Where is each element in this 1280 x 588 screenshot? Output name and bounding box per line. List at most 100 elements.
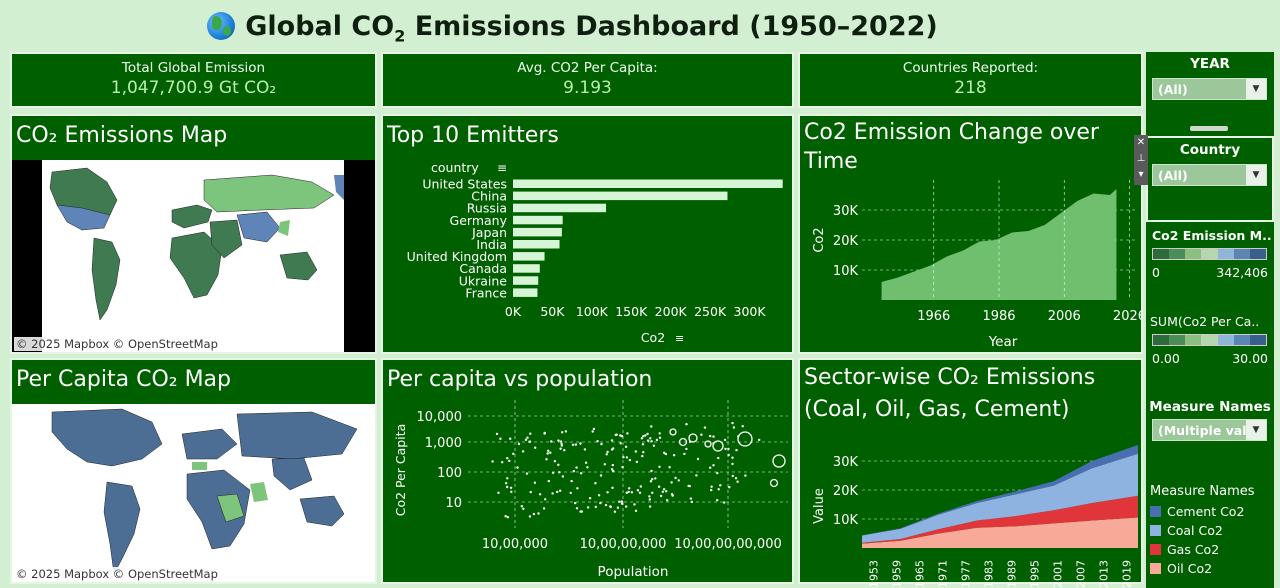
bar xyxy=(513,252,545,261)
scatter-point xyxy=(501,461,504,464)
country-dropdown[interactable]: (All) ▼ xyxy=(1152,164,1267,186)
scatter-point xyxy=(616,506,620,509)
scatter-point xyxy=(575,466,578,469)
bar-category-label: Canada xyxy=(459,261,507,276)
scatter-point xyxy=(669,428,677,436)
scatter-point xyxy=(586,466,589,469)
scatter-point xyxy=(677,479,680,482)
scatter-point xyxy=(610,448,614,451)
scatter-point xyxy=(615,433,618,436)
measure-legend: Cement Co2 Coal Co2 Gas Co2 Oil Co2 xyxy=(1146,500,1274,576)
scatter-point xyxy=(758,438,761,442)
bar xyxy=(513,288,538,297)
scatter-point xyxy=(772,454,786,468)
panel-controls[interactable]: ✕ ⊥ ▾ xyxy=(1134,135,1148,185)
scatter-point xyxy=(619,442,622,445)
scatter-point xyxy=(625,505,628,508)
scatter-point xyxy=(716,499,719,502)
x-tick-label: 10,00,00,00,000 xyxy=(674,537,782,552)
y-tick-label: 20K xyxy=(833,234,859,249)
scatter-point xyxy=(579,510,582,513)
scatter-point xyxy=(648,505,652,508)
scatter-point xyxy=(594,482,597,485)
scatter-point xyxy=(741,425,744,428)
scatter-point xyxy=(510,490,513,493)
scatter-point xyxy=(547,479,550,483)
x-tick-label: 150K xyxy=(615,304,648,319)
scatter-point xyxy=(557,439,560,442)
scatter-point xyxy=(638,491,642,494)
close-icon[interactable]: ✕ xyxy=(1136,137,1146,148)
scatter-point xyxy=(731,474,734,478)
scatter-point xyxy=(560,444,563,447)
scatter-point xyxy=(557,463,560,466)
scatter-point xyxy=(561,431,564,434)
scatter-point xyxy=(723,501,726,504)
scatter-point xyxy=(597,494,601,497)
legend-item[interactable]: Oil Co2 xyxy=(1150,561,1274,576)
scatter-point xyxy=(769,478,779,488)
bar-category-label: Ukraine xyxy=(459,273,508,288)
swatch-icon xyxy=(1150,563,1161,574)
menu-chevron-icon[interactable]: ▾ xyxy=(1138,169,1144,180)
scatter-point xyxy=(649,480,653,483)
scatter-point xyxy=(620,500,624,503)
scatter-point xyxy=(689,497,693,500)
scatter-point xyxy=(545,458,548,461)
dashboard-title: Global CO2 Emissions Dashboard (1950–202… xyxy=(0,0,1145,54)
percap-legend-max: 30.00 xyxy=(1232,351,1268,366)
emissions-map[interactable]: © 2025 Mapbox © OpenStreetMap xyxy=(12,160,375,352)
bar xyxy=(513,203,607,213)
scatter-point xyxy=(574,501,577,505)
scatter-point xyxy=(628,458,632,462)
scatter-point xyxy=(525,472,529,475)
scatter-point xyxy=(505,485,509,489)
percap-map[interactable]: © 2025 Mapbox © OpenStreetMap xyxy=(12,404,375,582)
kpi-total-emission: Total Global Emission 1,047,700.9 Gt CO₂ xyxy=(10,52,377,108)
pin-icon[interactable]: ⊥ xyxy=(1136,153,1146,164)
scatter-point xyxy=(600,442,603,446)
scatter-point xyxy=(665,490,668,493)
scatter-point xyxy=(551,471,555,474)
x-tick-label: 1965 xyxy=(914,560,927,588)
y-tick-label: 10,000 xyxy=(417,410,463,425)
panel-title: CO₂ Emissions Map xyxy=(16,123,228,148)
scatter-point xyxy=(506,516,509,519)
scatter-point xyxy=(654,477,657,480)
scatter-point xyxy=(528,440,531,443)
bar xyxy=(513,264,540,273)
scatter-point xyxy=(610,468,614,471)
swatch-icon xyxy=(1150,544,1161,555)
scatter-point xyxy=(648,498,651,501)
scatter-point xyxy=(639,485,642,488)
x-axis-label: Population xyxy=(598,564,669,580)
scatter-point xyxy=(506,477,509,480)
year-dropdown[interactable]: (All) ▼ xyxy=(1152,78,1267,100)
sort-icon: ≡ xyxy=(675,332,684,345)
scatter-point xyxy=(736,480,739,483)
scatter-point xyxy=(664,452,668,456)
legend-item[interactable]: Cement Co2 xyxy=(1150,504,1274,519)
scatter-point xyxy=(574,443,578,446)
legend-item[interactable]: Gas Co2 xyxy=(1150,542,1274,557)
drag-handle[interactable] xyxy=(1190,126,1228,131)
scatter-point xyxy=(672,454,676,457)
scatter-point xyxy=(497,491,500,494)
measure-dropdown[interactable]: (Multiple val... ▼ xyxy=(1152,419,1267,441)
scatter-point xyxy=(651,478,654,481)
scatter-point xyxy=(499,437,502,440)
scatter-point xyxy=(628,487,631,490)
top10-panel: Top 10 Emitters country ≡ United States Chi… xyxy=(381,114,794,354)
y-axis-label: Co2 xyxy=(812,227,827,252)
map-attribution[interactable]: © 2025 Mapbox © OpenStreetMap xyxy=(14,567,220,581)
scatter-point xyxy=(621,465,624,469)
legend-item[interactable]: Coal Co2 xyxy=(1150,523,1274,538)
scatter-point xyxy=(563,449,566,452)
map-attribution[interactable]: © 2025 Mapbox © OpenStreetMap xyxy=(14,337,220,351)
co2-legend-min: 0 xyxy=(1152,265,1160,280)
scatter-point xyxy=(559,447,562,450)
swatch-icon xyxy=(1150,525,1161,536)
scatter-point xyxy=(731,421,734,425)
scatter-point xyxy=(579,472,583,475)
scatter-point xyxy=(636,489,640,492)
